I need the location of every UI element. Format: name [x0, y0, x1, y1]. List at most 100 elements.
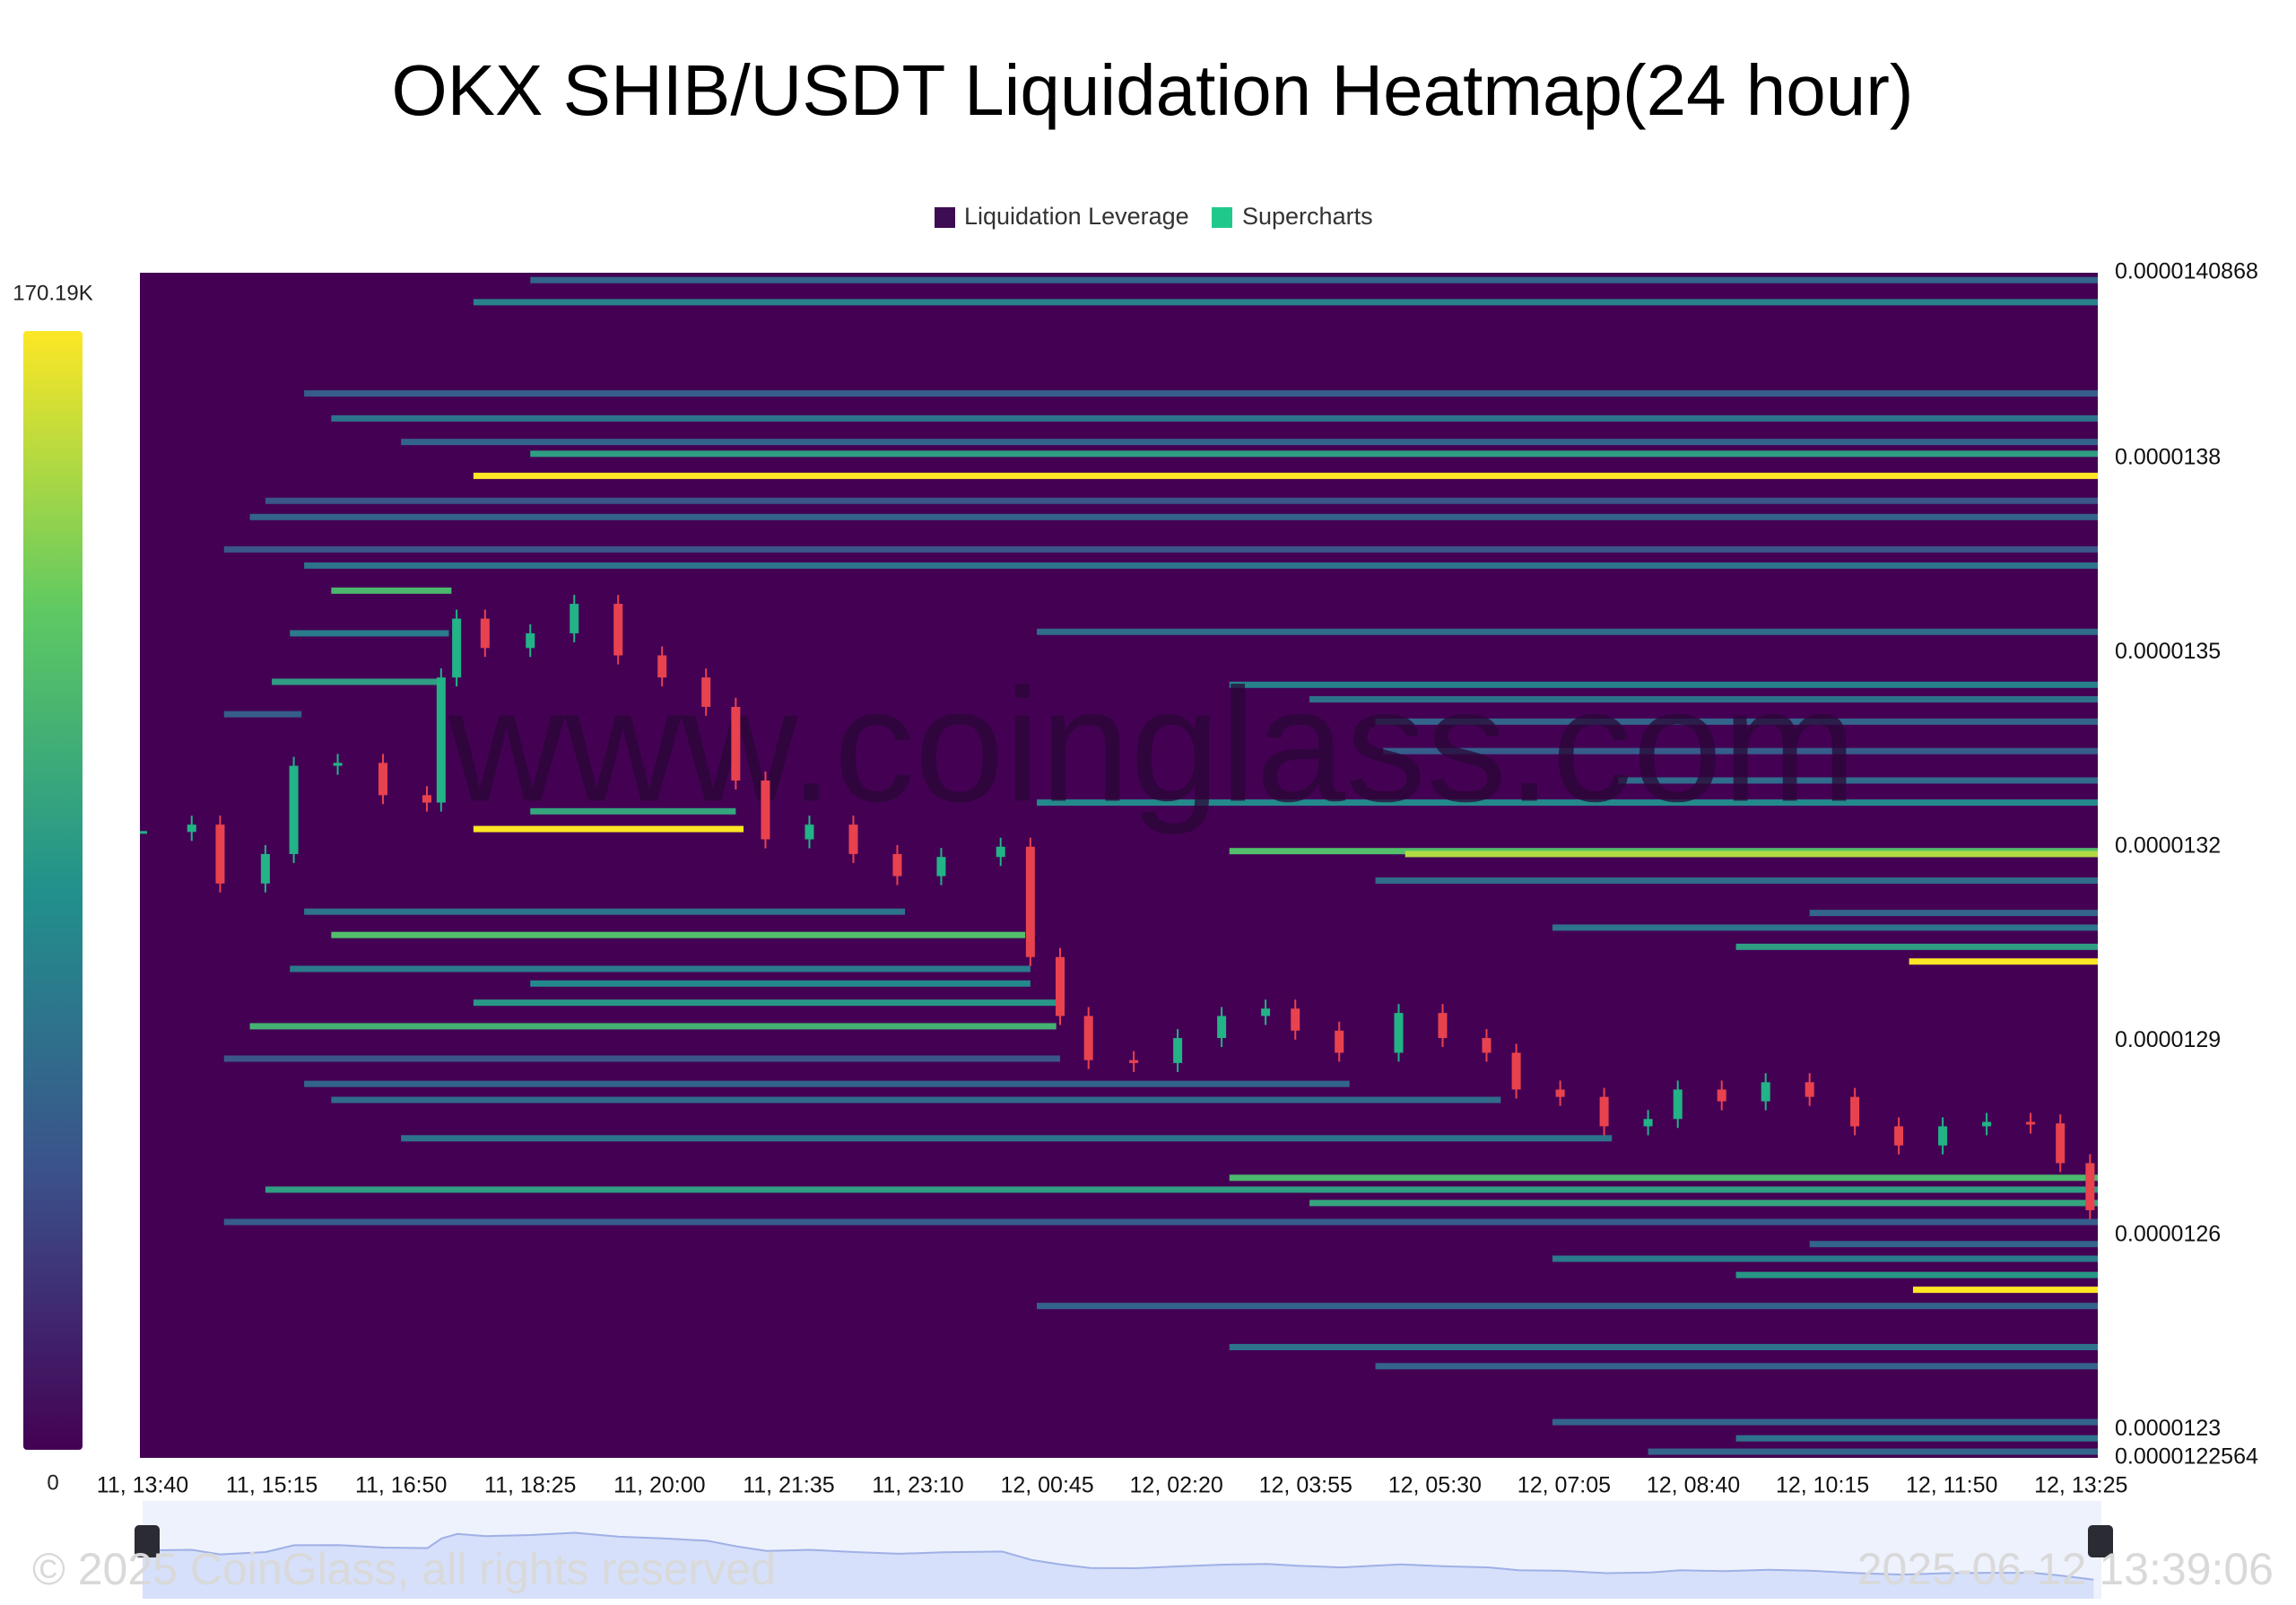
heat-band — [1809, 1241, 2098, 1248]
navigator-line — [142, 1531, 2094, 1581]
colorbar-label: 170.19K — [13, 281, 92, 305]
candle — [1173, 1038, 1183, 1063]
y-tick-label: 0.0000122564 — [2115, 1444, 2258, 1470]
x-tick-label: 12, 05:30 — [1388, 1473, 1482, 1498]
heat-band — [473, 825, 744, 833]
heat-band — [249, 513, 2098, 520]
x-tick-label: 12, 08:40 — [1647, 1473, 1740, 1498]
candle — [215, 824, 225, 884]
candle — [1643, 1119, 1653, 1127]
heat-band — [1037, 799, 2098, 807]
candle — [1894, 1126, 1904, 1146]
legend: Liquidation Leverage Supercharts — [935, 203, 1373, 230]
candle — [1511, 1052, 1521, 1090]
heat-band — [331, 931, 1026, 938]
heat-band — [530, 450, 2098, 458]
heat-band — [272, 678, 441, 685]
candle — [289, 765, 299, 854]
heat-band — [401, 1135, 1613, 1142]
heat-band — [1552, 924, 2098, 931]
x-tick-label: 12, 13:25 — [2034, 1473, 2127, 1498]
candle — [2056, 1123, 2066, 1164]
candle — [761, 780, 770, 840]
heat-band — [530, 276, 2098, 283]
candle — [1291, 1008, 1300, 1031]
heat-band — [1552, 1255, 2098, 1262]
candle — [570, 604, 579, 633]
candle — [1805, 1082, 1814, 1097]
navigator-handle-left[interactable] — [135, 1525, 160, 1557]
watermark: www.coinglass.com — [448, 656, 1857, 836]
candle — [1761, 1082, 1770, 1102]
timestamp: 2025-06-12 13:39:06 — [1857, 1544, 2274, 1594]
candle — [526, 632, 535, 649]
candle — [422, 795, 431, 803]
candle — [1438, 1013, 1448, 1039]
x-tick-label: 11, 15:15 — [226, 1473, 317, 1498]
heat-band — [1309, 695, 2098, 702]
candle — [1673, 1089, 1683, 1120]
x-tick-label: 12, 07:05 — [1518, 1473, 1611, 1498]
candle — [613, 604, 623, 656]
navigator-handle-right[interactable] — [2088, 1525, 2113, 1557]
heat-band — [530, 980, 1031, 987]
candle — [378, 763, 387, 796]
x-tick-label: 11, 21:35 — [743, 1473, 834, 1498]
candle — [1129, 1060, 1139, 1063]
heat-band — [304, 1080, 1350, 1087]
y-tick-label: 0.0000132 — [2115, 833, 2221, 859]
heat-band — [473, 299, 2098, 306]
candle — [1083, 1016, 1093, 1060]
heat-band — [223, 1218, 2098, 1226]
colorbar-label: 0 — [47, 1470, 58, 1495]
candle — [452, 618, 462, 678]
y-tick-label: 0.0000140868 — [2115, 259, 2258, 284]
heat-band — [1037, 628, 2098, 635]
candle — [480, 618, 490, 649]
x-tick-label: 11, 13:40 — [97, 1473, 188, 1498]
heat-band — [1037, 1303, 2098, 1310]
x-tick-label: 11, 18:25 — [484, 1473, 576, 1498]
heat-band — [530, 807, 736, 815]
heatmap — [223, 276, 2098, 1455]
candle — [1261, 1008, 1271, 1016]
plot-background — [140, 273, 2098, 1458]
heat-band — [1375, 877, 2098, 885]
heat-band — [290, 630, 449, 637]
heat-band — [223, 711, 302, 718]
heat-band — [265, 1186, 2098, 1193]
heat-band — [304, 908, 906, 915]
heat-band — [1735, 1435, 2098, 1442]
candle — [892, 853, 902, 877]
x-tick-label: 11, 20:00 — [613, 1473, 705, 1498]
candle — [1482, 1038, 1492, 1053]
heat-band — [331, 587, 452, 594]
heat-band — [1309, 1199, 2098, 1207]
heat-band — [249, 1023, 1057, 1030]
y-tick-label: 0.0000135 — [2115, 639, 2221, 664]
heat-band — [1375, 718, 2098, 725]
candle — [804, 824, 814, 840]
heat-band — [1229, 1174, 2098, 1182]
heat-band — [473, 999, 1057, 1007]
candle — [436, 677, 446, 803]
candle — [936, 857, 946, 877]
heat-band — [1383, 747, 2098, 755]
candle — [1335, 1030, 1344, 1053]
x-tick-label: 12, 00:45 — [1000, 1473, 1093, 1498]
heat-band — [331, 1096, 1501, 1103]
heat-band — [1375, 1363, 2098, 1370]
chart-title: OKX SHIB/USDT Liquidation Heatmap(24 hou… — [391, 50, 1913, 130]
heat-band — [290, 965, 1031, 973]
candle — [701, 677, 711, 707]
heat-band — [331, 414, 2098, 422]
candle — [187, 824, 196, 833]
legend-label: Liquidation Leverage — [964, 203, 1189, 230]
y-tick-label: 0.0000123 — [2115, 1416, 2221, 1441]
axes: 0 170.19K 0.0000140868 0.0000138 0.0000135 0.… — [13, 259, 2258, 1498]
colorbar — [23, 331, 83, 1450]
heat-band — [1735, 943, 2098, 950]
heat-band — [401, 439, 2098, 446]
candle — [2026, 1121, 2036, 1125]
